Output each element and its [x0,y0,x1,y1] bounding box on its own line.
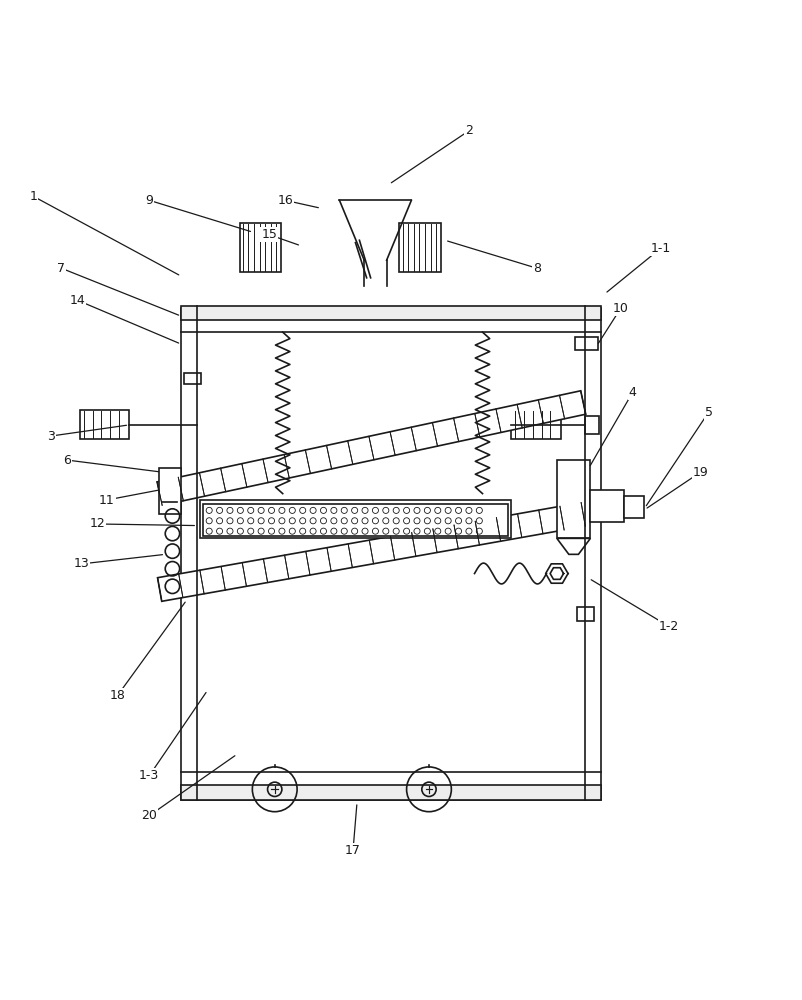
Text: 1-3: 1-3 [139,769,160,782]
Text: 1: 1 [30,190,38,203]
Bar [181,785,601,800]
Text: 12: 12 [89,517,105,530]
Bar [181,306,601,320]
Text: 17: 17 [345,844,361,857]
Text: 15: 15 [261,228,277,241]
Polygon shape [157,391,585,505]
Text: 16: 16 [277,194,293,207]
Text: 9: 9 [145,194,153,207]
Text: 3: 3 [47,430,55,443]
Bar [240,223,282,272]
Text: 13: 13 [74,557,89,570]
Text: 4: 4 [629,386,637,399]
Bar [79,410,129,439]
Text: 8: 8 [533,262,541,275]
Bar [557,460,590,538]
Text: 20: 20 [141,809,157,822]
Text: 1-1: 1-1 [650,242,670,255]
Text: 5: 5 [705,406,713,419]
Text: 14: 14 [70,294,85,307]
Bar [181,308,601,800]
Bar [184,373,201,384]
Text: 19: 19 [693,466,709,479]
Polygon shape [557,538,590,554]
Text: 1-2: 1-2 [658,620,678,633]
Text: 18: 18 [109,689,125,702]
Bar [624,496,644,518]
Text: 11: 11 [99,494,115,507]
Text: 6: 6 [63,454,71,467]
Bar [577,607,594,621]
Bar [159,468,181,514]
Bar [399,223,441,272]
Bar [200,500,512,538]
Polygon shape [157,503,585,601]
Bar [203,504,508,536]
Text: 2: 2 [465,124,473,137]
Bar [575,337,597,350]
Text: 10: 10 [613,302,629,315]
Text: 7: 7 [57,262,65,275]
Bar [512,410,561,439]
Bar [585,416,599,434]
Bar [590,490,624,522]
